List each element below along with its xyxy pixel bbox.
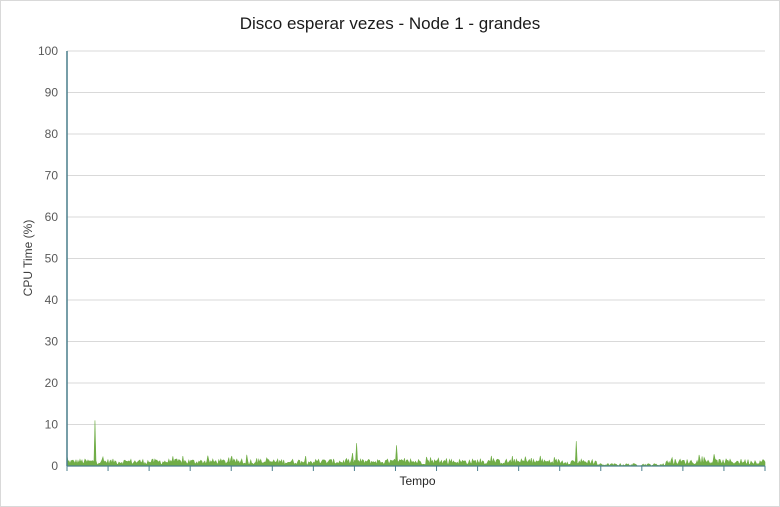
y-tick-60: 60 bbox=[45, 210, 59, 224]
y-tick-70: 70 bbox=[45, 169, 59, 183]
axes bbox=[66, 51, 766, 471]
y-tick-80: 80 bbox=[45, 127, 59, 141]
y-tick-90: 90 bbox=[45, 86, 59, 100]
y-tick-10: 10 bbox=[45, 418, 59, 432]
series-area-path bbox=[66, 420, 766, 467]
y-tick-100: 100 bbox=[38, 44, 58, 58]
x-axis-label: Tempo bbox=[399, 474, 436, 488]
y-tick-labels: 0 10 20 30 40 50 60 70 80 90 100 bbox=[38, 44, 58, 473]
gridlines bbox=[67, 50, 765, 425]
y-tick-20: 20 bbox=[45, 376, 59, 390]
series-area bbox=[66, 420, 766, 467]
y-tick-30: 30 bbox=[45, 335, 59, 349]
y-tick-40: 40 bbox=[45, 293, 59, 307]
y-tick-0: 0 bbox=[51, 459, 58, 473]
chart-title: Disco esperar vezes - Node 1 - grandes bbox=[239, 14, 541, 33]
y-tick-50: 50 bbox=[45, 252, 59, 266]
